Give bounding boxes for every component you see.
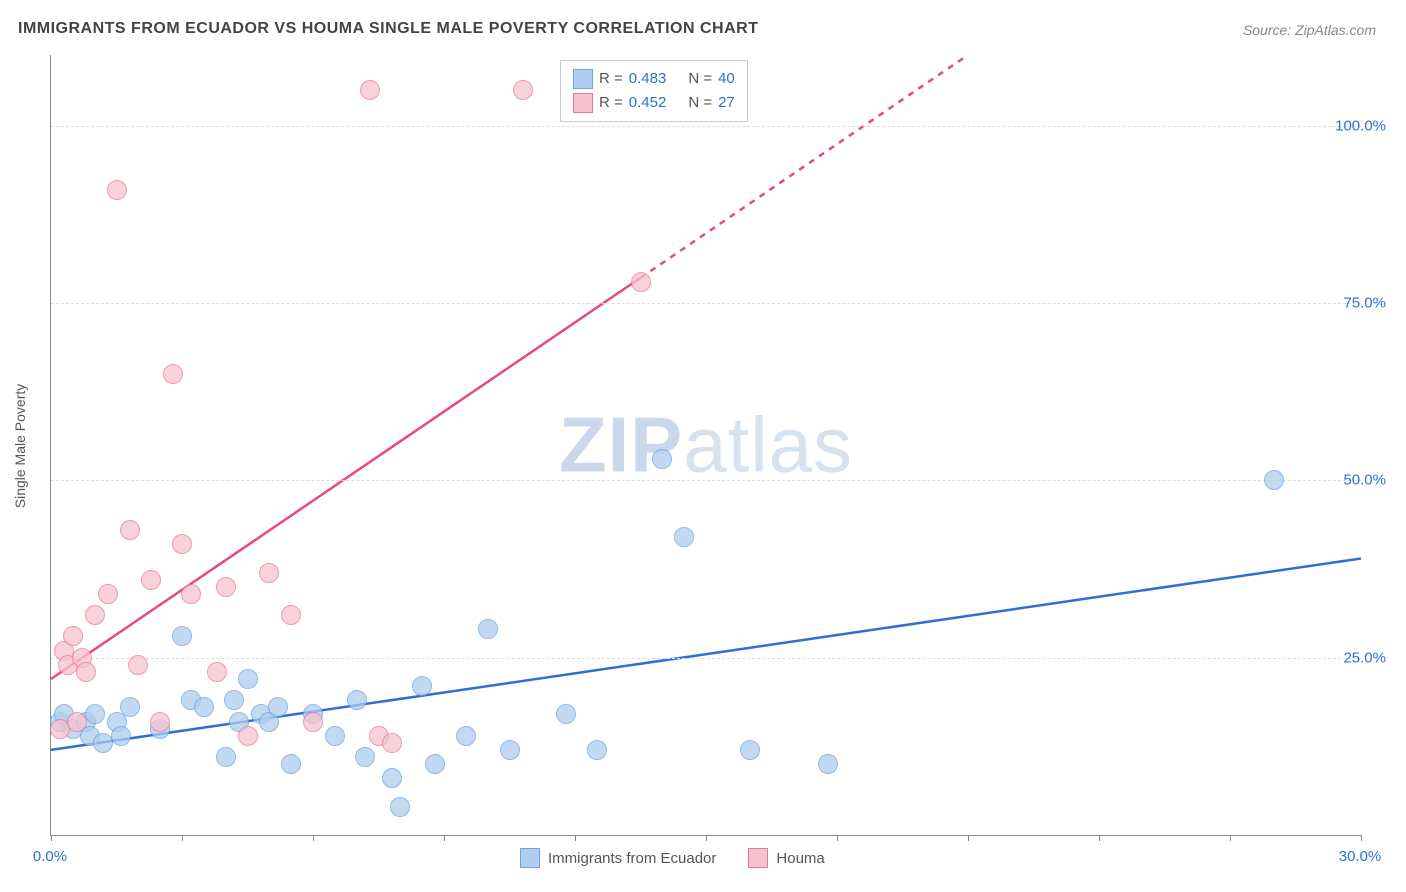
legend-swatch <box>573 93 593 113</box>
data-point <box>360 80 380 100</box>
stats-legend: R =0.483 N =40 R =0.452 N =27 <box>560 60 748 122</box>
data-point <box>181 584 201 604</box>
legend-series-label: Immigrants from Ecuador <box>548 850 716 867</box>
x-tick <box>575 835 576 841</box>
data-point <box>111 726 131 746</box>
data-point <box>587 740 607 760</box>
data-point <box>652 449 672 469</box>
data-point <box>382 768 402 788</box>
source-label: Source: ZipAtlas.com <box>1243 22 1376 38</box>
data-point <box>216 747 236 767</box>
gridline <box>51 303 1361 304</box>
x-tick <box>1361 835 1362 841</box>
chart-title: IMMIGRANTS FROM ECUADOR VS HOUMA SINGLE … <box>18 20 758 38</box>
data-point <box>216 577 236 597</box>
data-point <box>224 690 244 710</box>
x-tick <box>706 835 707 841</box>
x-tick-label: 30.0% <box>1339 848 1382 865</box>
x-tick <box>313 835 314 841</box>
y-tick-label: 25.0% <box>1343 649 1386 666</box>
data-point <box>85 605 105 625</box>
data-point <box>268 697 288 717</box>
x-tick <box>1099 835 1100 841</box>
x-tick <box>182 835 183 841</box>
data-point <box>67 712 87 732</box>
gridline <box>51 126 1361 127</box>
n-value: 27 <box>718 91 735 115</box>
data-point <box>674 527 694 547</box>
data-point <box>120 697 140 717</box>
legend-swatch <box>573 69 593 89</box>
data-point <box>818 754 838 774</box>
legend-swatch <box>748 848 768 868</box>
y-tick-label: 75.0% <box>1343 295 1386 312</box>
data-point <box>425 754 445 774</box>
data-point <box>107 180 127 200</box>
n-label: N = <box>688 67 712 91</box>
data-point <box>347 690 367 710</box>
x-tick <box>968 835 969 841</box>
data-point <box>325 726 345 746</box>
data-point <box>556 704 576 724</box>
data-point <box>150 712 170 732</box>
r-label: R = <box>599 67 623 91</box>
data-point <box>259 563 279 583</box>
data-point <box>281 754 301 774</box>
x-tick <box>51 835 52 841</box>
data-point <box>207 662 227 682</box>
data-point <box>740 740 760 760</box>
plot-area: ZIPatlas <box>50 55 1361 836</box>
series-legend: Immigrants from Ecuador Houma <box>520 848 849 868</box>
data-point <box>281 605 301 625</box>
data-point <box>382 733 402 753</box>
data-point <box>172 626 192 646</box>
data-point <box>172 534 192 554</box>
data-point <box>412 676 432 696</box>
gridline <box>51 480 1361 481</box>
y-axis-label: Single Male Poverty <box>12 384 28 509</box>
data-point <box>513 80 533 100</box>
data-point <box>76 662 96 682</box>
gridline <box>51 658 1361 659</box>
trend-line <box>51 278 641 679</box>
data-point <box>128 655 148 675</box>
data-point <box>141 570 161 590</box>
legend-swatch <box>520 848 540 868</box>
data-point <box>120 520 140 540</box>
y-tick-label: 50.0% <box>1343 472 1386 489</box>
x-tick <box>444 835 445 841</box>
r-value: 0.452 <box>629 91 667 115</box>
data-point <box>456 726 476 746</box>
data-point <box>238 669 258 689</box>
data-point <box>303 712 323 732</box>
stats-legend-row: R =0.483 N =40 <box>573 67 735 91</box>
data-point <box>194 697 214 717</box>
data-point <box>500 740 520 760</box>
legend-series-label: Houma <box>776 850 824 867</box>
x-tick <box>837 835 838 841</box>
data-point <box>98 584 118 604</box>
data-point <box>1264 470 1284 490</box>
stats-legend-row: R =0.452 N =27 <box>573 91 735 115</box>
n-label: N = <box>688 91 712 115</box>
data-point <box>85 704 105 724</box>
data-point <box>390 797 410 817</box>
x-tick <box>1230 835 1231 841</box>
data-point <box>478 619 498 639</box>
data-point <box>163 364 183 384</box>
y-tick-label: 100.0% <box>1335 117 1386 134</box>
data-point <box>63 626 83 646</box>
data-point <box>238 726 258 746</box>
r-value: 0.483 <box>629 67 667 91</box>
x-tick-label: 0.0% <box>33 848 67 865</box>
r-label: R = <box>599 91 623 115</box>
data-point <box>355 747 375 767</box>
n-value: 40 <box>718 67 735 91</box>
data-point <box>631 272 651 292</box>
